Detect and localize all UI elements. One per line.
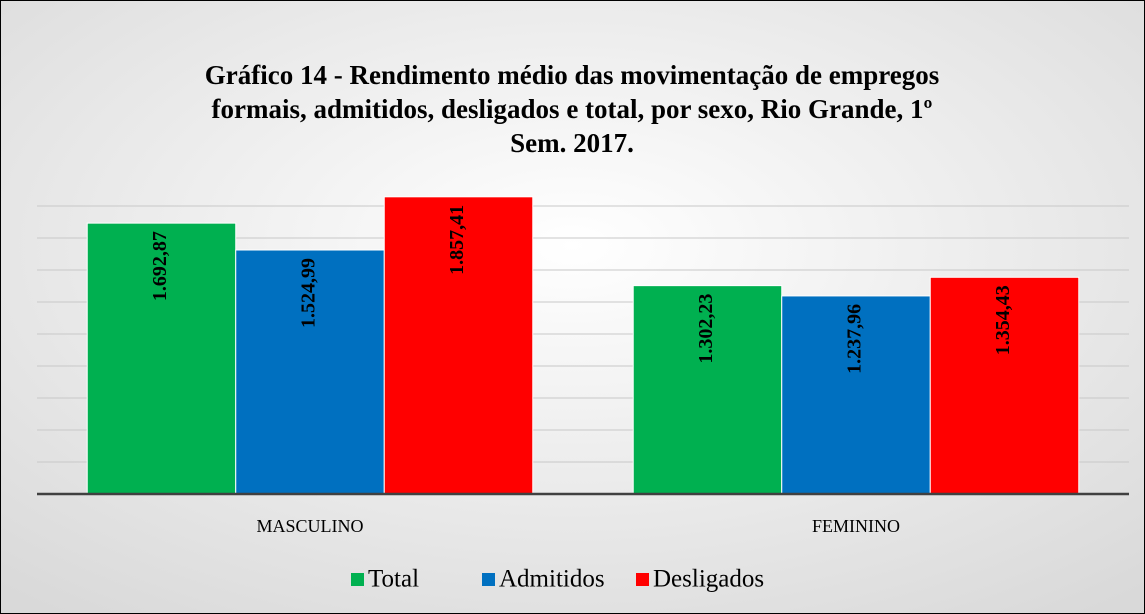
legend-swatch xyxy=(636,573,649,586)
x-tick-label: FEMININO xyxy=(812,516,900,536)
legend-swatch xyxy=(351,573,364,586)
legend-label: Admitidos xyxy=(499,566,605,593)
legend-swatch xyxy=(482,573,495,586)
title-line: Gráfico 14 - Rendimento médio das movime… xyxy=(205,60,939,90)
title-line: formais, admitidos, desligados e total, … xyxy=(212,94,933,124)
data-label: 1.302,23 xyxy=(695,294,717,364)
bar xyxy=(632,285,783,495)
data-label: 1.524,99 xyxy=(298,258,320,328)
data-label: 1.354,43 xyxy=(992,285,1014,355)
data-label: 1.237,96 xyxy=(844,304,866,374)
bar xyxy=(86,222,237,495)
legend-label: Total xyxy=(368,566,419,593)
x-tick-label: MASCULINO xyxy=(256,516,363,536)
title-line: Sem. 2017. xyxy=(510,128,634,158)
chart-title: Gráfico 14 - Rendimento médio das movime… xyxy=(205,60,939,158)
bar xyxy=(383,196,534,495)
legend-label: Desligados xyxy=(653,566,764,593)
data-label: 1.692,87 xyxy=(149,231,171,301)
bar xyxy=(929,276,1080,495)
bar xyxy=(235,249,385,495)
data-label: 1.857,41 xyxy=(446,205,468,275)
